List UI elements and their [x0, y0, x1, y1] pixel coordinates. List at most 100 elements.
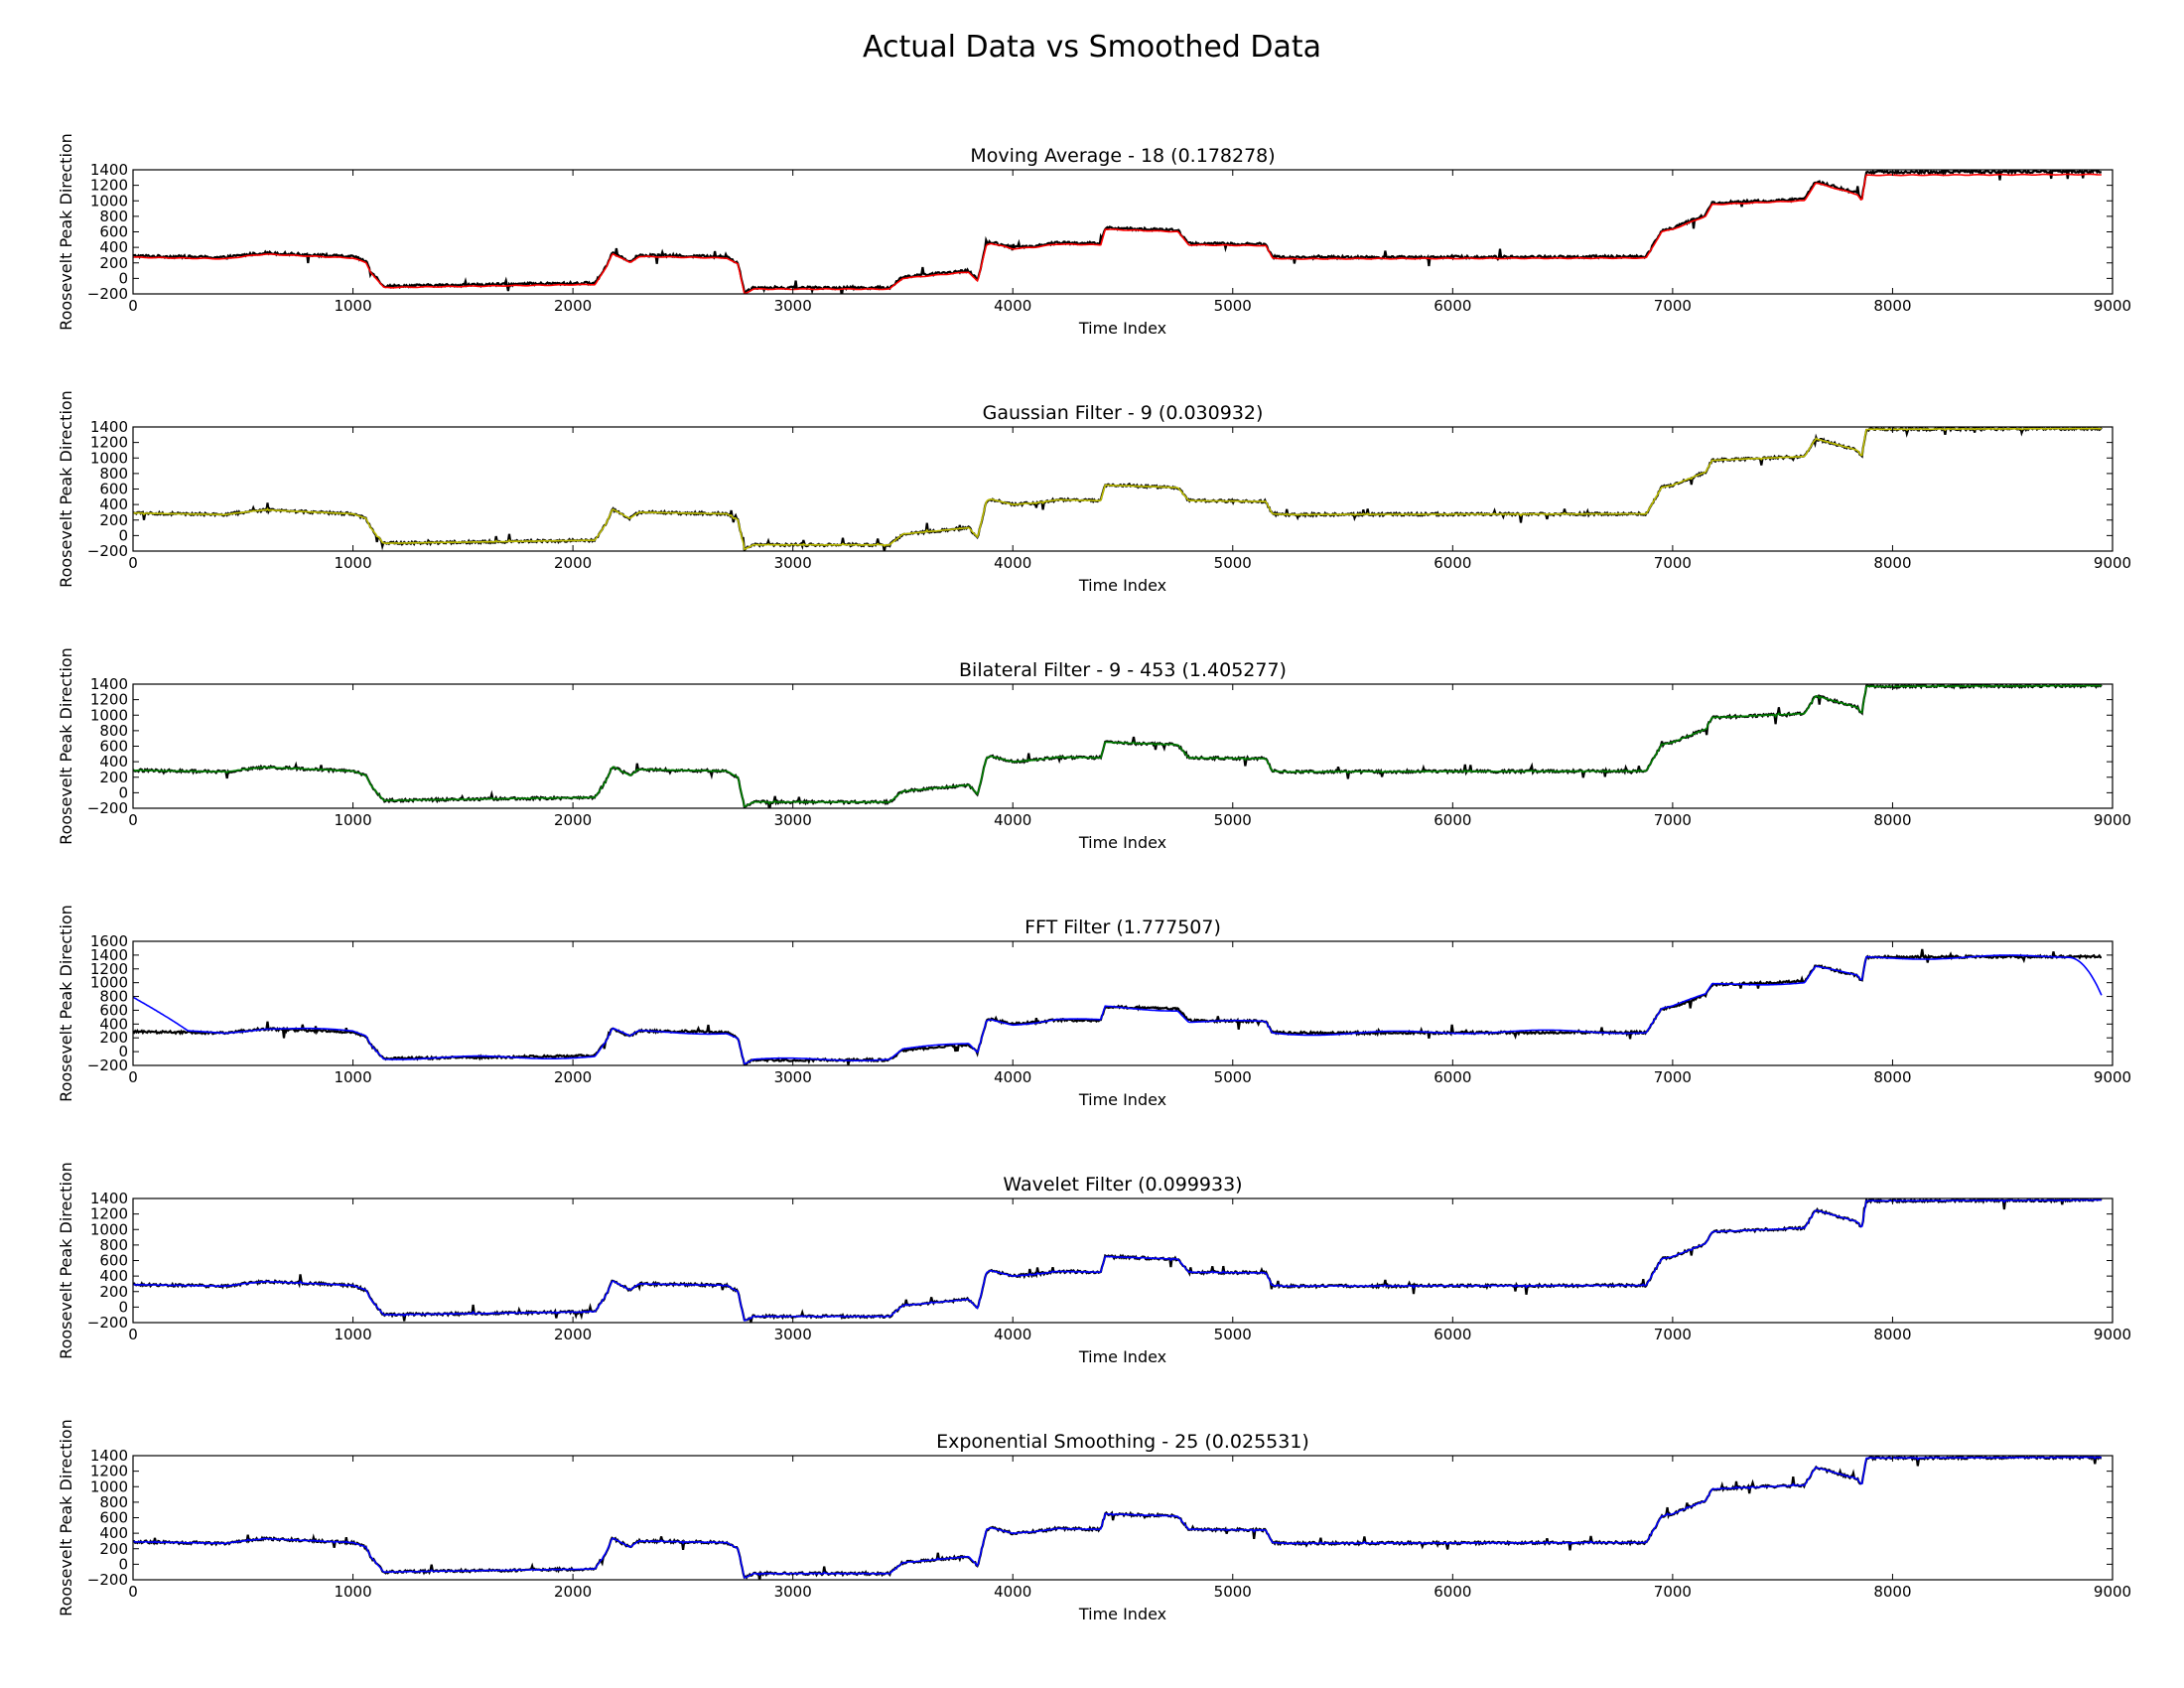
x-tick-label: 6000 — [1433, 1326, 1471, 1343]
subplot-2: Gaussian Filter - 9 (0.030932)0 1000 2000 3… — [57, 390, 2131, 595]
y-tick-label: 0 — [118, 526, 128, 544]
y-tick-label: 800 — [99, 988, 128, 1006]
x-tick-label: 9000 — [2094, 811, 2131, 829]
x-tick-label: 6000 — [1433, 1583, 1471, 1601]
y-tick-label: 200 — [99, 1029, 128, 1047]
y-axis-label: Roosevelt Peak Direction — [57, 647, 75, 845]
x-tick-label: 0 — [128, 554, 138, 572]
x-tick-label: 1000 — [334, 297, 371, 315]
x-tick-label: 7000 — [1654, 1068, 1692, 1086]
y-tick-label: 1000 — [90, 1220, 128, 1238]
x-tick-label: 7000 — [1654, 811, 1692, 829]
y-tick-label: 1200 — [90, 1205, 128, 1223]
x-tick-label: 8000 — [1873, 1068, 1911, 1086]
x-tick-label: 1000 — [334, 1068, 371, 1086]
smoothed-data-line — [133, 173, 2102, 294]
subplot-title: Wavelet Filter (0.099933) — [1003, 1174, 1242, 1196]
smoothed-data-line — [133, 1456, 2102, 1579]
x-tick-label: 0 — [128, 1068, 138, 1086]
smoothed-data-line — [133, 1198, 2103, 1322]
y-tick-label: 0 — [118, 1298, 128, 1316]
y-tick-label: 1000 — [90, 706, 128, 724]
x-tick-label: 3000 — [774, 1326, 812, 1343]
y-tick-label: 1200 — [90, 177, 128, 195]
subplot-title: Bilateral Filter - 9 - 453 (1.405277) — [959, 659, 1287, 681]
y-tick-label: 800 — [99, 1493, 128, 1511]
x-tick-label: 7000 — [1654, 1583, 1692, 1601]
x-tick-label: 0 — [128, 1326, 138, 1343]
y-tick-label: 1400 — [90, 1447, 128, 1465]
x-axis-label: Time Index — [1078, 1347, 1166, 1366]
x-tick-label: 9000 — [2094, 297, 2131, 315]
subplot-stack: Moving Average - 18 (0.178278)0 1000 2000 3… — [57, 133, 2131, 1623]
y-tick-label: 1000 — [90, 449, 128, 467]
y-tick-label: 600 — [99, 738, 128, 756]
y-tick-label: 0 — [118, 1043, 128, 1060]
y-tick-label: 1000 — [90, 192, 128, 210]
y-tick-label: 1000 — [90, 1477, 128, 1495]
y-tick-label: 600 — [99, 1509, 128, 1527]
x-tick-label: 2000 — [554, 1068, 592, 1086]
x-tick-label: 8000 — [1873, 554, 1911, 572]
x-tick-label: 7000 — [1654, 297, 1692, 315]
y-tick-label: 800 — [99, 208, 128, 225]
subplot-4: FFT Filter (1.777507)0 1000 2000 3000 4000 50… — [57, 905, 2131, 1109]
x-tick-label: 8000 — [1873, 811, 1911, 829]
y-axis-label: Roosevelt Peak Direction — [57, 390, 75, 588]
x-tick-label: 6000 — [1433, 297, 1471, 315]
x-tick-label: 6000 — [1433, 811, 1471, 829]
x-tick-label: 2000 — [554, 1326, 592, 1343]
y-tick-label: 400 — [99, 753, 128, 771]
subplot-title: FFT Filter (1.777507) — [1024, 916, 1221, 938]
y-tick-label: 200 — [99, 254, 128, 272]
x-axis-label: Time Index — [1078, 1090, 1166, 1109]
y-tick-label: 1200 — [90, 691, 128, 709]
x-tick-label: 5000 — [1214, 297, 1252, 315]
y-tick-label: −200 — [87, 1314, 128, 1332]
smoothed-data-line — [133, 954, 2103, 1064]
x-tick-label: 5000 — [1214, 1326, 1252, 1343]
x-tick-label: 1000 — [334, 554, 371, 572]
y-tick-label: 800 — [99, 465, 128, 483]
y-tick-label: 1000 — [90, 974, 128, 992]
x-tick-label: 4000 — [994, 554, 1031, 572]
y-tick-label: 1200 — [90, 1463, 128, 1480]
x-tick-label: 6000 — [1433, 554, 1471, 572]
y-tick-label: 1600 — [90, 932, 128, 950]
y-axis-label: Roosevelt Peak Direction — [57, 1162, 75, 1359]
y-tick-label: 600 — [99, 1001, 128, 1019]
subplot-6: Exponential Smoothing - 25 (0.025531) 0 10… — [57, 1419, 2131, 1623]
x-tick-label: 3000 — [774, 811, 812, 829]
y-tick-label: 1200 — [90, 434, 128, 452]
x-tick-label: 2000 — [554, 297, 592, 315]
subplot-1: Moving Average - 18 (0.178278)0 1000 2000 3… — [57, 133, 2131, 338]
y-tick-label: 1400 — [90, 418, 128, 436]
y-tick-label: 800 — [99, 722, 128, 740]
x-axis-label: Time Index — [1078, 319, 1166, 338]
x-tick-label: 3000 — [774, 297, 812, 315]
x-tick-label: 6000 — [1433, 1068, 1471, 1086]
x-axis-label: Time Index — [1078, 833, 1166, 852]
subplot-title: Gaussian Filter - 9 (0.030932) — [983, 402, 1264, 424]
x-axis-label: Time Index — [1078, 576, 1166, 595]
x-tick-label: 0 — [128, 811, 138, 829]
y-tick-label: 0 — [118, 269, 128, 287]
subplot-5: Wavelet Filter (0.099933) 0 1000 2000 3000 40… — [57, 1162, 2131, 1366]
x-tick-label: 0 — [128, 1583, 138, 1601]
y-tick-label: 1200 — [90, 960, 128, 978]
x-tick-label: 4000 — [994, 1326, 1031, 1343]
x-tick-label: 8000 — [1873, 297, 1911, 315]
x-tick-label: 1000 — [334, 1583, 371, 1601]
y-tick-label: 200 — [99, 769, 128, 786]
y-axis-label: Roosevelt Peak Direction — [57, 905, 75, 1102]
x-tick-label: 8000 — [1873, 1326, 1911, 1343]
y-tick-label: −200 — [87, 799, 128, 817]
x-tick-label: 8000 — [1873, 1583, 1911, 1601]
y-tick-label: 400 — [99, 238, 128, 256]
x-tick-label: 7000 — [1654, 554, 1692, 572]
y-tick-label: −200 — [87, 285, 128, 303]
x-tick-label: 3000 — [774, 554, 812, 572]
y-tick-label: 400 — [99, 1015, 128, 1033]
y-tick-label: 600 — [99, 481, 128, 498]
